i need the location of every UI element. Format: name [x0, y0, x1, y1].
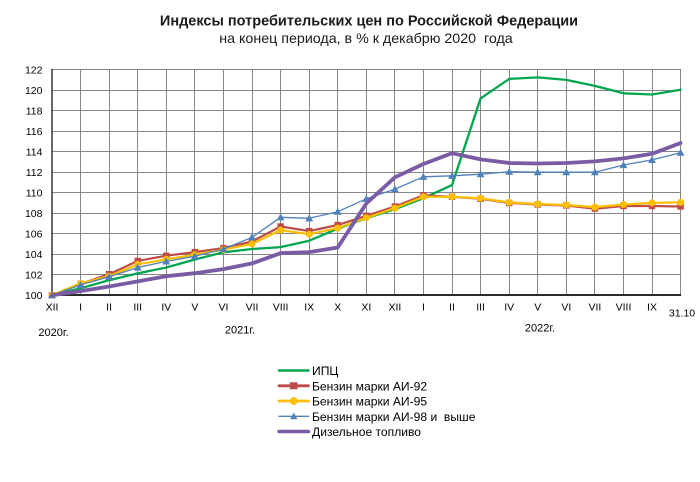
svg-text:VIII: VIII [616, 302, 632, 314]
svg-text:IV: IV [161, 302, 171, 314]
svg-text:V: V [534, 302, 541, 314]
svg-text:100: 100 [25, 290, 43, 302]
svg-text:VIII: VIII [273, 302, 289, 314]
svg-text:VII: VII [588, 302, 601, 314]
svg-text:118: 118 [26, 105, 43, 117]
svg-text:Индексы потребительских цен по: Индексы потребительских цен по Российско… [160, 14, 578, 30]
svg-text:XI: XI [361, 302, 371, 314]
svg-text:120: 120 [25, 85, 43, 97]
svg-text:116: 116 [26, 126, 43, 138]
svg-text:X: X [334, 302, 341, 314]
svg-text:2020г.: 2020г. [38, 327, 68, 339]
svg-text:102: 102 [25, 269, 43, 281]
svg-text:III: III [133, 302, 142, 314]
svg-text:ИПЦ: ИПЦ [312, 364, 338, 378]
svg-text:VII: VII [246, 302, 259, 314]
svg-text:III: III [476, 302, 485, 314]
svg-text:XII: XII [388, 302, 401, 314]
svg-text:112: 112 [26, 167, 43, 179]
svg-text:I: I [79, 302, 82, 314]
svg-text:Дизельное топливо: Дизельное топливо [312, 425, 421, 439]
svg-text:на конец периода, в % к декабр: на конец периода, в % к декабрю 2020 год… [219, 31, 513, 47]
svg-text:114: 114 [26, 146, 43, 158]
svg-text:IX: IX [304, 302, 314, 314]
svg-text:Бензин марки АИ-95: Бензин марки АИ-95 [312, 395, 427, 409]
svg-text:110: 110 [26, 187, 43, 199]
svg-text:2022г.: 2022г. [525, 323, 555, 335]
svg-text:Бензин марки АИ-98 и выше: Бензин марки АИ-98 и выше [312, 410, 476, 424]
svg-text:106: 106 [25, 228, 43, 240]
svg-text:VI: VI [218, 302, 228, 314]
svg-text:IV: IV [504, 302, 514, 314]
svg-text:VI: VI [561, 302, 571, 314]
svg-text:XII: XII [46, 302, 59, 314]
svg-text:V: V [191, 302, 198, 314]
svg-text:104: 104 [25, 249, 43, 261]
svg-text:IX: IX [647, 302, 657, 314]
svg-text:122: 122 [25, 64, 43, 76]
svg-text:II: II [449, 302, 455, 314]
svg-text:Бензин марки АИ-92: Бензин марки АИ-92 [312, 379, 427, 393]
svg-text:108: 108 [25, 208, 43, 220]
svg-text:II: II [106, 302, 112, 314]
svg-text:2021г.: 2021г. [225, 325, 255, 337]
svg-text:31.10: 31.10 [669, 308, 695, 320]
svg-text:I: I [422, 302, 425, 314]
